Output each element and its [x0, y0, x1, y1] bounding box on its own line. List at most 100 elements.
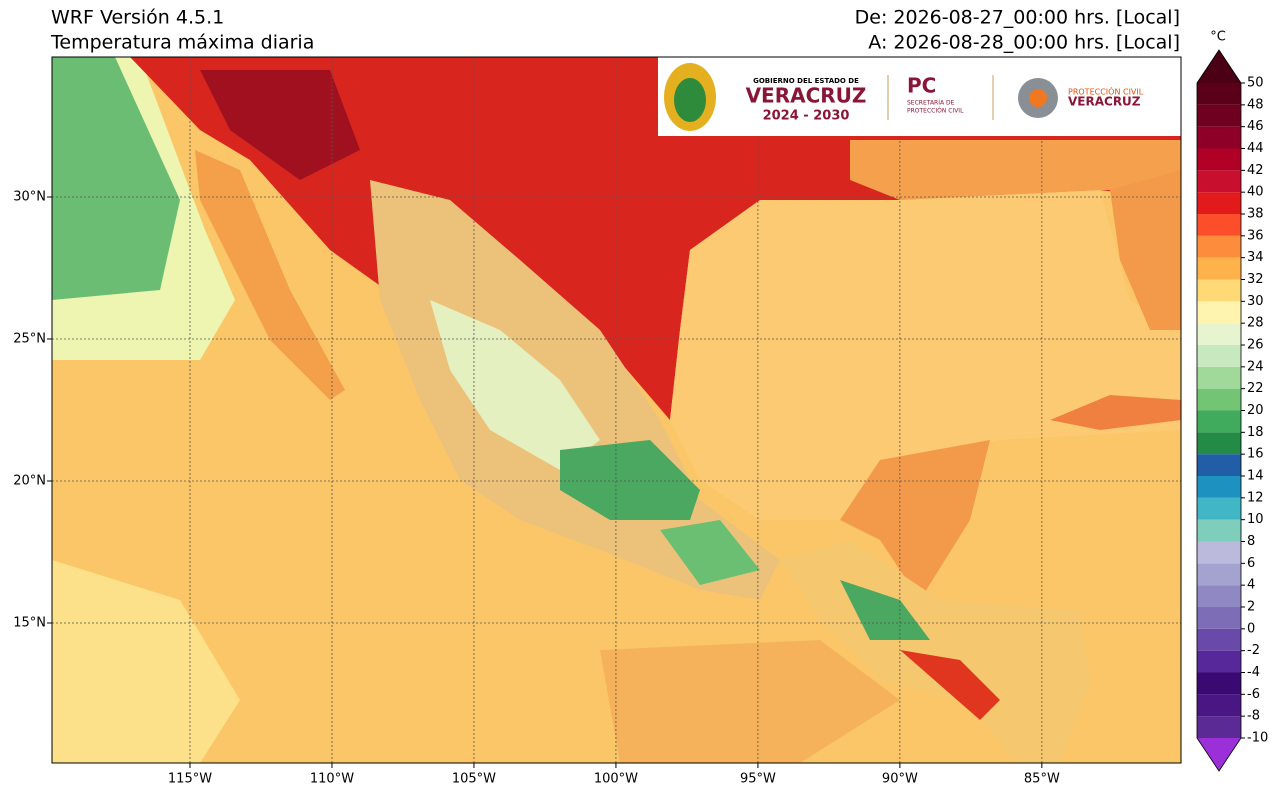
- colorbar-band: [1197, 585, 1241, 607]
- lon-tick-label: 105°W: [452, 772, 496, 787]
- logo-pc: PC: [907, 74, 936, 98]
- lat-tick-label: 25°N: [13, 332, 46, 347]
- lon-tick-label: 90°W: [882, 772, 918, 787]
- colorbar-tick-label: 36: [1247, 228, 1264, 243]
- logo-box: GOBIERNO DEL ESTADO DE VERACRUZ 2024 - 2…: [658, 57, 1181, 136]
- colorbar-band: [1197, 235, 1241, 258]
- map: GOBIERNO DEL ESTADO DE VERACRUZ 2024 - 2…: [52, 57, 1181, 763]
- colorbar-band: [1197, 323, 1241, 345]
- colorbar-tick-label: 38: [1247, 207, 1264, 222]
- colorbar-band: [1197, 192, 1241, 214]
- colorbar-band: [1197, 104, 1241, 127]
- colorbar-under: [1197, 738, 1241, 771]
- colorbar-band: [1197, 672, 1241, 695]
- colorbar-tick-label: -6: [1247, 687, 1260, 702]
- title: WRF Versión 4.5.1: [51, 7, 224, 29]
- lon-tick-label: 100°W: [594, 772, 638, 787]
- land-cold: [560, 440, 700, 520]
- ocean-patch: [600, 640, 900, 763]
- cold-ocean: [52, 57, 180, 300]
- logo-pc2-top: PROTECCIÓN CIVIL: [1068, 86, 1144, 97]
- colorbar-band: [1197, 716, 1241, 738]
- lon-tick-label: 115°W: [168, 772, 212, 787]
- colorbar-tick-label: 14: [1247, 469, 1264, 484]
- colorbar-band: [1197, 563, 1241, 586]
- land-southeast: [850, 140, 1181, 200]
- florida: [1110, 170, 1181, 330]
- colorbar-tick-label: 34: [1247, 250, 1264, 265]
- colorbar-unit: °C: [1210, 30, 1226, 45]
- colorbar-tick-label: 42: [1247, 163, 1264, 178]
- grid: [52, 57, 1181, 763]
- map-frame: [51, 56, 1182, 764]
- colorbar-band: [1197, 628, 1241, 651]
- colorbar-tick-label: 24: [1247, 359, 1264, 374]
- colorbar-tick-label: 32: [1247, 272, 1264, 287]
- logo-state: VERACRUZ: [746, 84, 867, 108]
- colorbar-band: [1197, 497, 1241, 520]
- colorbar-band: [1197, 279, 1241, 302]
- colorbar-tick-label: 8: [1247, 534, 1255, 549]
- cuba: [1050, 395, 1181, 430]
- logo-gov: GOBIERNO DEL ESTADO DE: [753, 77, 859, 85]
- colorbar-tick-label: 30: [1247, 294, 1264, 309]
- logo-years: 2024 - 2030: [763, 109, 850, 124]
- period-start: De: 2026-08-27_00:00 hrs. [Local]: [855, 7, 1180, 29]
- colorbar-tick-label: 4: [1247, 578, 1255, 593]
- colorbar-band: [1197, 257, 1241, 280]
- colorbar-tick-label: 40: [1247, 185, 1264, 200]
- colorbar-tick-label: -4: [1247, 665, 1260, 680]
- period-end: A: 2026-08-28_00:00 hrs. [Local]: [868, 32, 1180, 54]
- colorbar-band: [1197, 410, 1241, 433]
- subtitle: Temperatura máxima diaria: [50, 32, 314, 54]
- colorbar-tick-label: 6: [1247, 556, 1255, 571]
- colorbar-tick-label: 46: [1247, 119, 1264, 134]
- colorbar-band: [1197, 301, 1241, 324]
- land-cold: [660, 520, 760, 585]
- colorbar-band: [1197, 83, 1241, 105]
- land-cold: [840, 580, 930, 640]
- ocean-patch: [52, 560, 240, 763]
- colorbar-over: [1197, 50, 1241, 83]
- colorbar-tick-label: -10: [1247, 731, 1268, 746]
- colorbar-band: [1197, 388, 1241, 411]
- colorbar-tick-label: 44: [1247, 141, 1264, 156]
- colorbar-band: [1197, 170, 1241, 193]
- logo-pc-sub: PROTECCIÓN CIVIL: [907, 108, 964, 115]
- lon-tick-label: 95°W: [740, 772, 776, 787]
- colorbar-tick-label: 48: [1247, 97, 1264, 112]
- land-cool: [430, 300, 600, 470]
- colorbar-tick-label: -8: [1247, 709, 1260, 724]
- colorbar-band: [1197, 126, 1241, 149]
- colorbar-band: [1197, 650, 1241, 673]
- colorbar-tick-label: 0: [1247, 621, 1255, 636]
- lat-tick-label: 15°N: [13, 615, 46, 630]
- land-hot: [200, 70, 360, 180]
- colorbar-tick-label: 20: [1247, 403, 1264, 418]
- colorbar-band: [1197, 694, 1241, 717]
- colorbar-band: [1197, 366, 1241, 389]
- lon-tick-label: 110°W: [310, 772, 354, 787]
- colorbar-band: [1197, 519, 1241, 542]
- colorbar-band: [1197, 214, 1241, 236]
- lon-tick-label: 85°W: [1024, 772, 1060, 787]
- lat-tick-label: 30°N: [13, 190, 46, 205]
- colorbar-tick-label: 2: [1247, 600, 1255, 615]
- colorbar-tick-label: 50: [1247, 76, 1264, 91]
- yucatan: [840, 440, 990, 600]
- colorbar-band: [1197, 607, 1241, 629]
- colorbar-tick-label: 22: [1247, 381, 1264, 396]
- colorbar-band: [1197, 432, 1241, 455]
- colorbar-tick-label: 10: [1247, 512, 1264, 527]
- colorbar-band: [1197, 148, 1241, 171]
- colorbar-tick-label: 16: [1247, 447, 1264, 462]
- logo-pc2-bottom: VERACRUZ: [1068, 95, 1141, 109]
- colorbar: -10-8-6-4-202468101214161820222426283032…: [1196, 49, 1268, 772]
- colorbar-tick-label: 28: [1247, 316, 1264, 331]
- colorbar-band: [1197, 541, 1241, 564]
- gulf: [670, 190, 1181, 520]
- colorbar-tick-label: 18: [1247, 425, 1264, 440]
- colorbar-band: [1197, 476, 1241, 498]
- colorbar-band: [1197, 345, 1241, 367]
